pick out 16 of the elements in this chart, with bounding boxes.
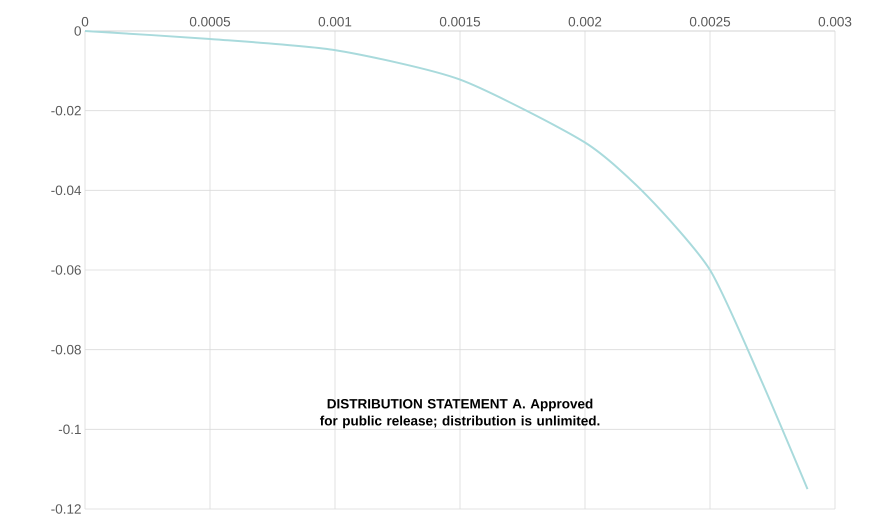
x-tick-label: 0.002 [568,16,602,26]
x-tick-label: 0.001 [318,16,352,26]
line-series [84,30,809,490]
x-tick-label: 0.0005 [190,16,230,26]
annotation: DISTRIBUTION STATEMENT A. Approved for public release; distribution is unlimited. [320,398,600,428]
x-tick-label: 0.0025 [690,16,730,26]
x-tick-label: 0.003 [818,16,852,26]
y-tick-label: -0.08 [51,344,81,354]
y-tick-label: -0.02 [51,106,81,116]
x-tick-label: 0.0015 [440,16,480,26]
x-tick-label: 0 [82,16,88,26]
y-tick-label: -0.06 [51,265,81,275]
y-tick-label: 0 [74,26,81,36]
y-tick-label: -0.04 [51,186,82,196]
y-tick-label: -0.12 [51,504,81,514]
y-tick-label: -0.1 [58,424,81,434]
